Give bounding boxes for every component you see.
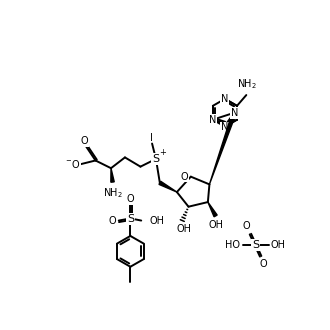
Text: NH$_2$: NH$_2$ — [103, 186, 122, 200]
Text: O: O — [243, 221, 250, 231]
Polygon shape — [208, 202, 217, 217]
Text: O: O — [181, 172, 188, 182]
Text: O: O — [81, 136, 88, 146]
Text: I: I — [150, 133, 153, 143]
Text: OH: OH — [209, 220, 224, 230]
Text: N: N — [221, 94, 229, 104]
Text: OH: OH — [150, 215, 165, 225]
Text: +: + — [159, 148, 166, 157]
Text: S: S — [127, 214, 134, 224]
Text: O: O — [109, 215, 116, 225]
Text: N: N — [231, 108, 238, 118]
Text: S: S — [252, 240, 259, 250]
Text: N: N — [221, 122, 229, 132]
Text: OH: OH — [270, 240, 285, 250]
Text: O: O — [127, 194, 134, 204]
Text: N: N — [231, 108, 238, 118]
Text: NH$_2$: NH$_2$ — [237, 78, 257, 91]
Polygon shape — [210, 112, 236, 184]
Text: OH: OH — [176, 224, 191, 234]
Text: S: S — [152, 154, 159, 164]
Text: O: O — [259, 259, 267, 269]
Text: $^{-}$O: $^{-}$O — [65, 158, 80, 170]
Polygon shape — [159, 181, 177, 192]
Text: N: N — [209, 115, 216, 125]
Text: HO: HO — [225, 240, 240, 250]
Polygon shape — [111, 168, 114, 182]
